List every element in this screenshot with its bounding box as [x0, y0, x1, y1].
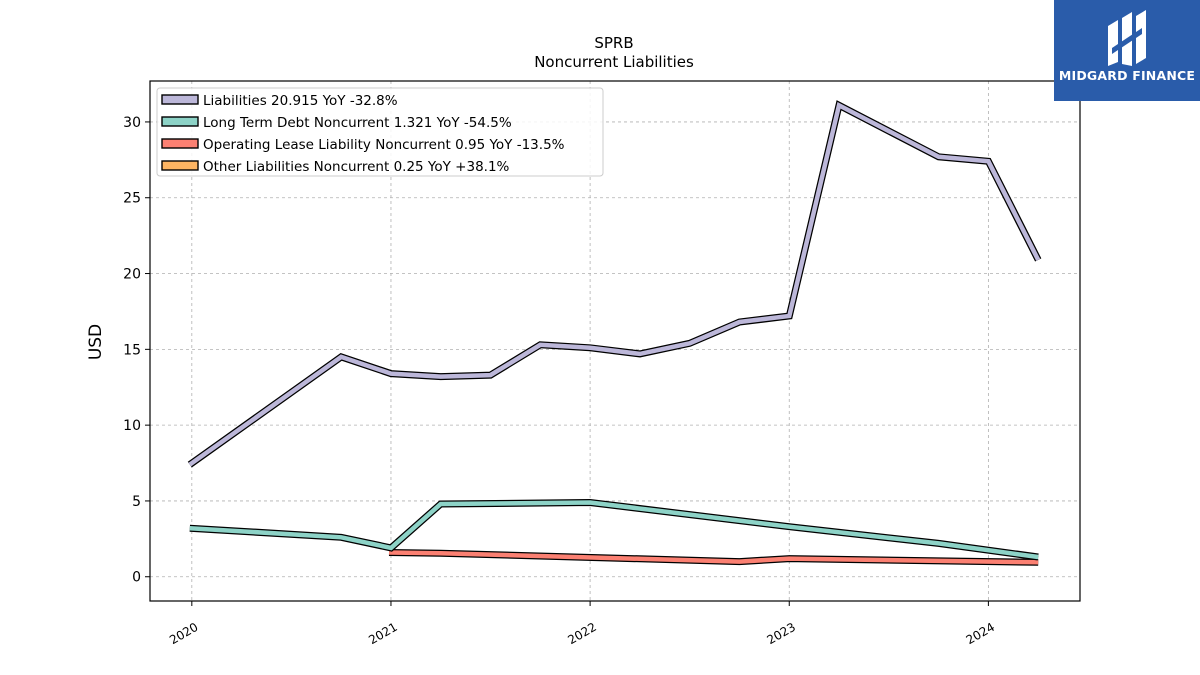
plot-frame: [149, 80, 1081, 602]
chart-subtitle: Noncurrent Liabilities: [534, 53, 694, 71]
y-tick-label: 20: [123, 267, 141, 283]
x-tick-label: 2021: [366, 620, 399, 647]
legend-label: Liabilities 20.915 YoY -32.8%: [203, 93, 398, 109]
legend-label: Other Liabilities Noncurrent 0.25 YoY +3…: [203, 159, 510, 175]
x-tick-label: 2022: [565, 620, 598, 647]
series-line-fill: [388, 550, 1039, 565]
brand-logo: MIDGARD FINANCE: [1054, 0, 1200, 101]
legend-frame: [156, 87, 604, 177]
y-tick-label: 30: [123, 115, 141, 131]
logo-mark-icon: [1108, 10, 1146, 66]
y-tick-label: 25: [123, 191, 141, 207]
series-line-fill: [189, 500, 1039, 560]
x-tick-label: 2020: [167, 620, 200, 647]
y-tick-label: 0: [132, 570, 141, 586]
series-line-fill: [188, 101, 1041, 467]
legend-label: Operating Lease Liability Noncurrent 0.9…: [203, 137, 565, 153]
series-line: [189, 498, 1039, 561]
logo-text: MIDGARD FINANCE: [1058, 68, 1196, 83]
y-tick-label: 5: [132, 494, 141, 510]
y-tick-label: 15: [123, 342, 141, 358]
legend-swatch: [161, 160, 199, 171]
series-line: [388, 549, 1039, 566]
legend: Liabilities 20.915 YoY -32.8% Long Term D…: [156, 87, 604, 177]
y-axis-label: USD: [86, 324, 106, 360]
axis-ticks: 0 5 10 15 20 25 30 2020 2021 2022 2023 2024: [123, 115, 997, 647]
series-layer: [187, 100, 1042, 566]
legend-swatch: [161, 138, 199, 149]
legend-label: Long Term Debt Noncurrent 1.321 YoY -54.…: [203, 115, 512, 131]
series-line: [187, 100, 1042, 468]
chart-title: SPRB: [594, 34, 633, 52]
legend-swatch: [161, 94, 199, 105]
legend-swatch: [161, 116, 199, 127]
x-tick-label: 2023: [765, 620, 798, 647]
x-tick-label: 2024: [964, 620, 997, 647]
y-tick-label: 10: [123, 418, 141, 434]
series-line-outline: [189, 498, 1039, 561]
